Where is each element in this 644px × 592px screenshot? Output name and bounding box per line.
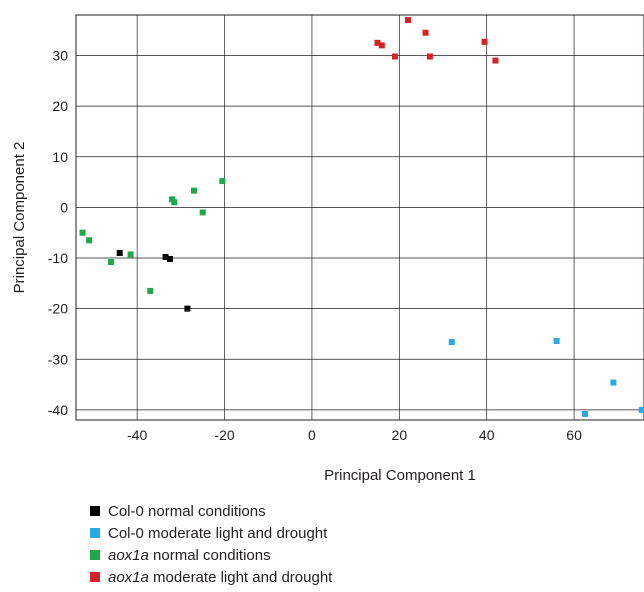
legend-item-col0-normal: Col-0 normal conditions (90, 500, 332, 522)
legend-swatch (90, 528, 100, 538)
data-point-series-2 (199, 209, 206, 216)
y-axis-ticks: -40 -30 -20 -10 0 10 20 30 (48, 48, 68, 418)
data-point-series-1 (553, 338, 560, 345)
legend-label-suffix: normal conditions (148, 546, 271, 564)
legend-label-suffix: normal conditions (143, 502, 266, 520)
data-point-series-2 (147, 287, 154, 294)
legend-label-prefix: Col-0 (108, 524, 144, 542)
data-point-series-3 (492, 57, 499, 64)
data-point-series-2 (219, 178, 226, 185)
y-axis-label: Principal Component 2 (11, 142, 28, 294)
data-point-series-0 (166, 256, 173, 263)
data-points (79, 17, 644, 417)
data-point-series-1 (448, 339, 455, 346)
x-axis-ticks: -40 -20 0 20 40 60 (127, 427, 582, 443)
legend-label-prefix: aox1a (108, 546, 149, 564)
legend-swatch (90, 572, 100, 582)
data-point-series-1 (582, 410, 589, 417)
data-point-series-0 (184, 305, 191, 312)
scatter-chart: -40 -20 0 20 40 60 -40 -30 -20 -10 0 10 20 30 Princi… (11, 14, 644, 484)
data-point-series-3 (422, 29, 429, 36)
data-point-series-2 (169, 196, 176, 203)
data-point-series-1 (610, 379, 617, 386)
x-tick-label: -20 (214, 427, 234, 443)
plot-frame (75, 14, 644, 421)
y-tick-label: 30 (52, 48, 68, 64)
legend-item-aox1a-drought: aox1a moderate light and drought (90, 566, 332, 588)
legend-label-prefix: Col-0 (108, 502, 144, 520)
y-tick-label: -30 (48, 351, 68, 367)
data-point-series-3 (374, 39, 381, 46)
legend-swatch (90, 550, 100, 560)
x-tick-label: 20 (392, 427, 408, 443)
x-tick-label: 60 (566, 427, 582, 443)
data-point-series-0 (162, 253, 169, 260)
legend-swatch (90, 506, 100, 516)
legend-label-suffix: moderate light and drought (148, 568, 333, 586)
data-point-series-1 (638, 406, 644, 413)
legend-item-col0-drought: Col-0 moderate light and drought (90, 522, 332, 544)
data-point-series-2 (79, 229, 86, 236)
data-point-series-2 (190, 187, 197, 194)
y-tick-label: -40 (48, 402, 68, 418)
data-point-series-2 (86, 237, 93, 244)
data-point-series-2 (127, 251, 134, 258)
y-tick-label: -20 (48, 301, 68, 317)
x-tick-label: 40 (479, 427, 495, 443)
data-point-series-3 (391, 53, 398, 60)
legend: Col-0 normal conditions Col-0 moderate l… (90, 500, 332, 588)
legend-item-aox1a-normal: aox1a normal conditions (90, 544, 332, 566)
data-point-series-2 (107, 259, 114, 266)
y-tick-label: -10 (48, 250, 68, 266)
legend-label-suffix: moderate light and drought (143, 524, 328, 542)
data-point-series-2 (171, 199, 178, 206)
data-point-series-0 (116, 249, 123, 256)
x-tick-label: 0 (308, 427, 316, 443)
x-tick-label: -40 (127, 427, 147, 443)
y-tick-label: 10 (52, 149, 68, 165)
y-tick-label: 20 (52, 98, 68, 114)
y-tick-label: 0 (60, 199, 68, 215)
legend-label-prefix: aox1a (108, 568, 149, 586)
data-point-series-3 (426, 53, 433, 60)
data-point-series-3 (481, 38, 488, 45)
grid-lines (76, 15, 644, 420)
data-point-series-3 (378, 42, 385, 49)
x-axis-label: Principal Component 1 (324, 467, 476, 484)
data-point-series-3 (405, 17, 412, 24)
